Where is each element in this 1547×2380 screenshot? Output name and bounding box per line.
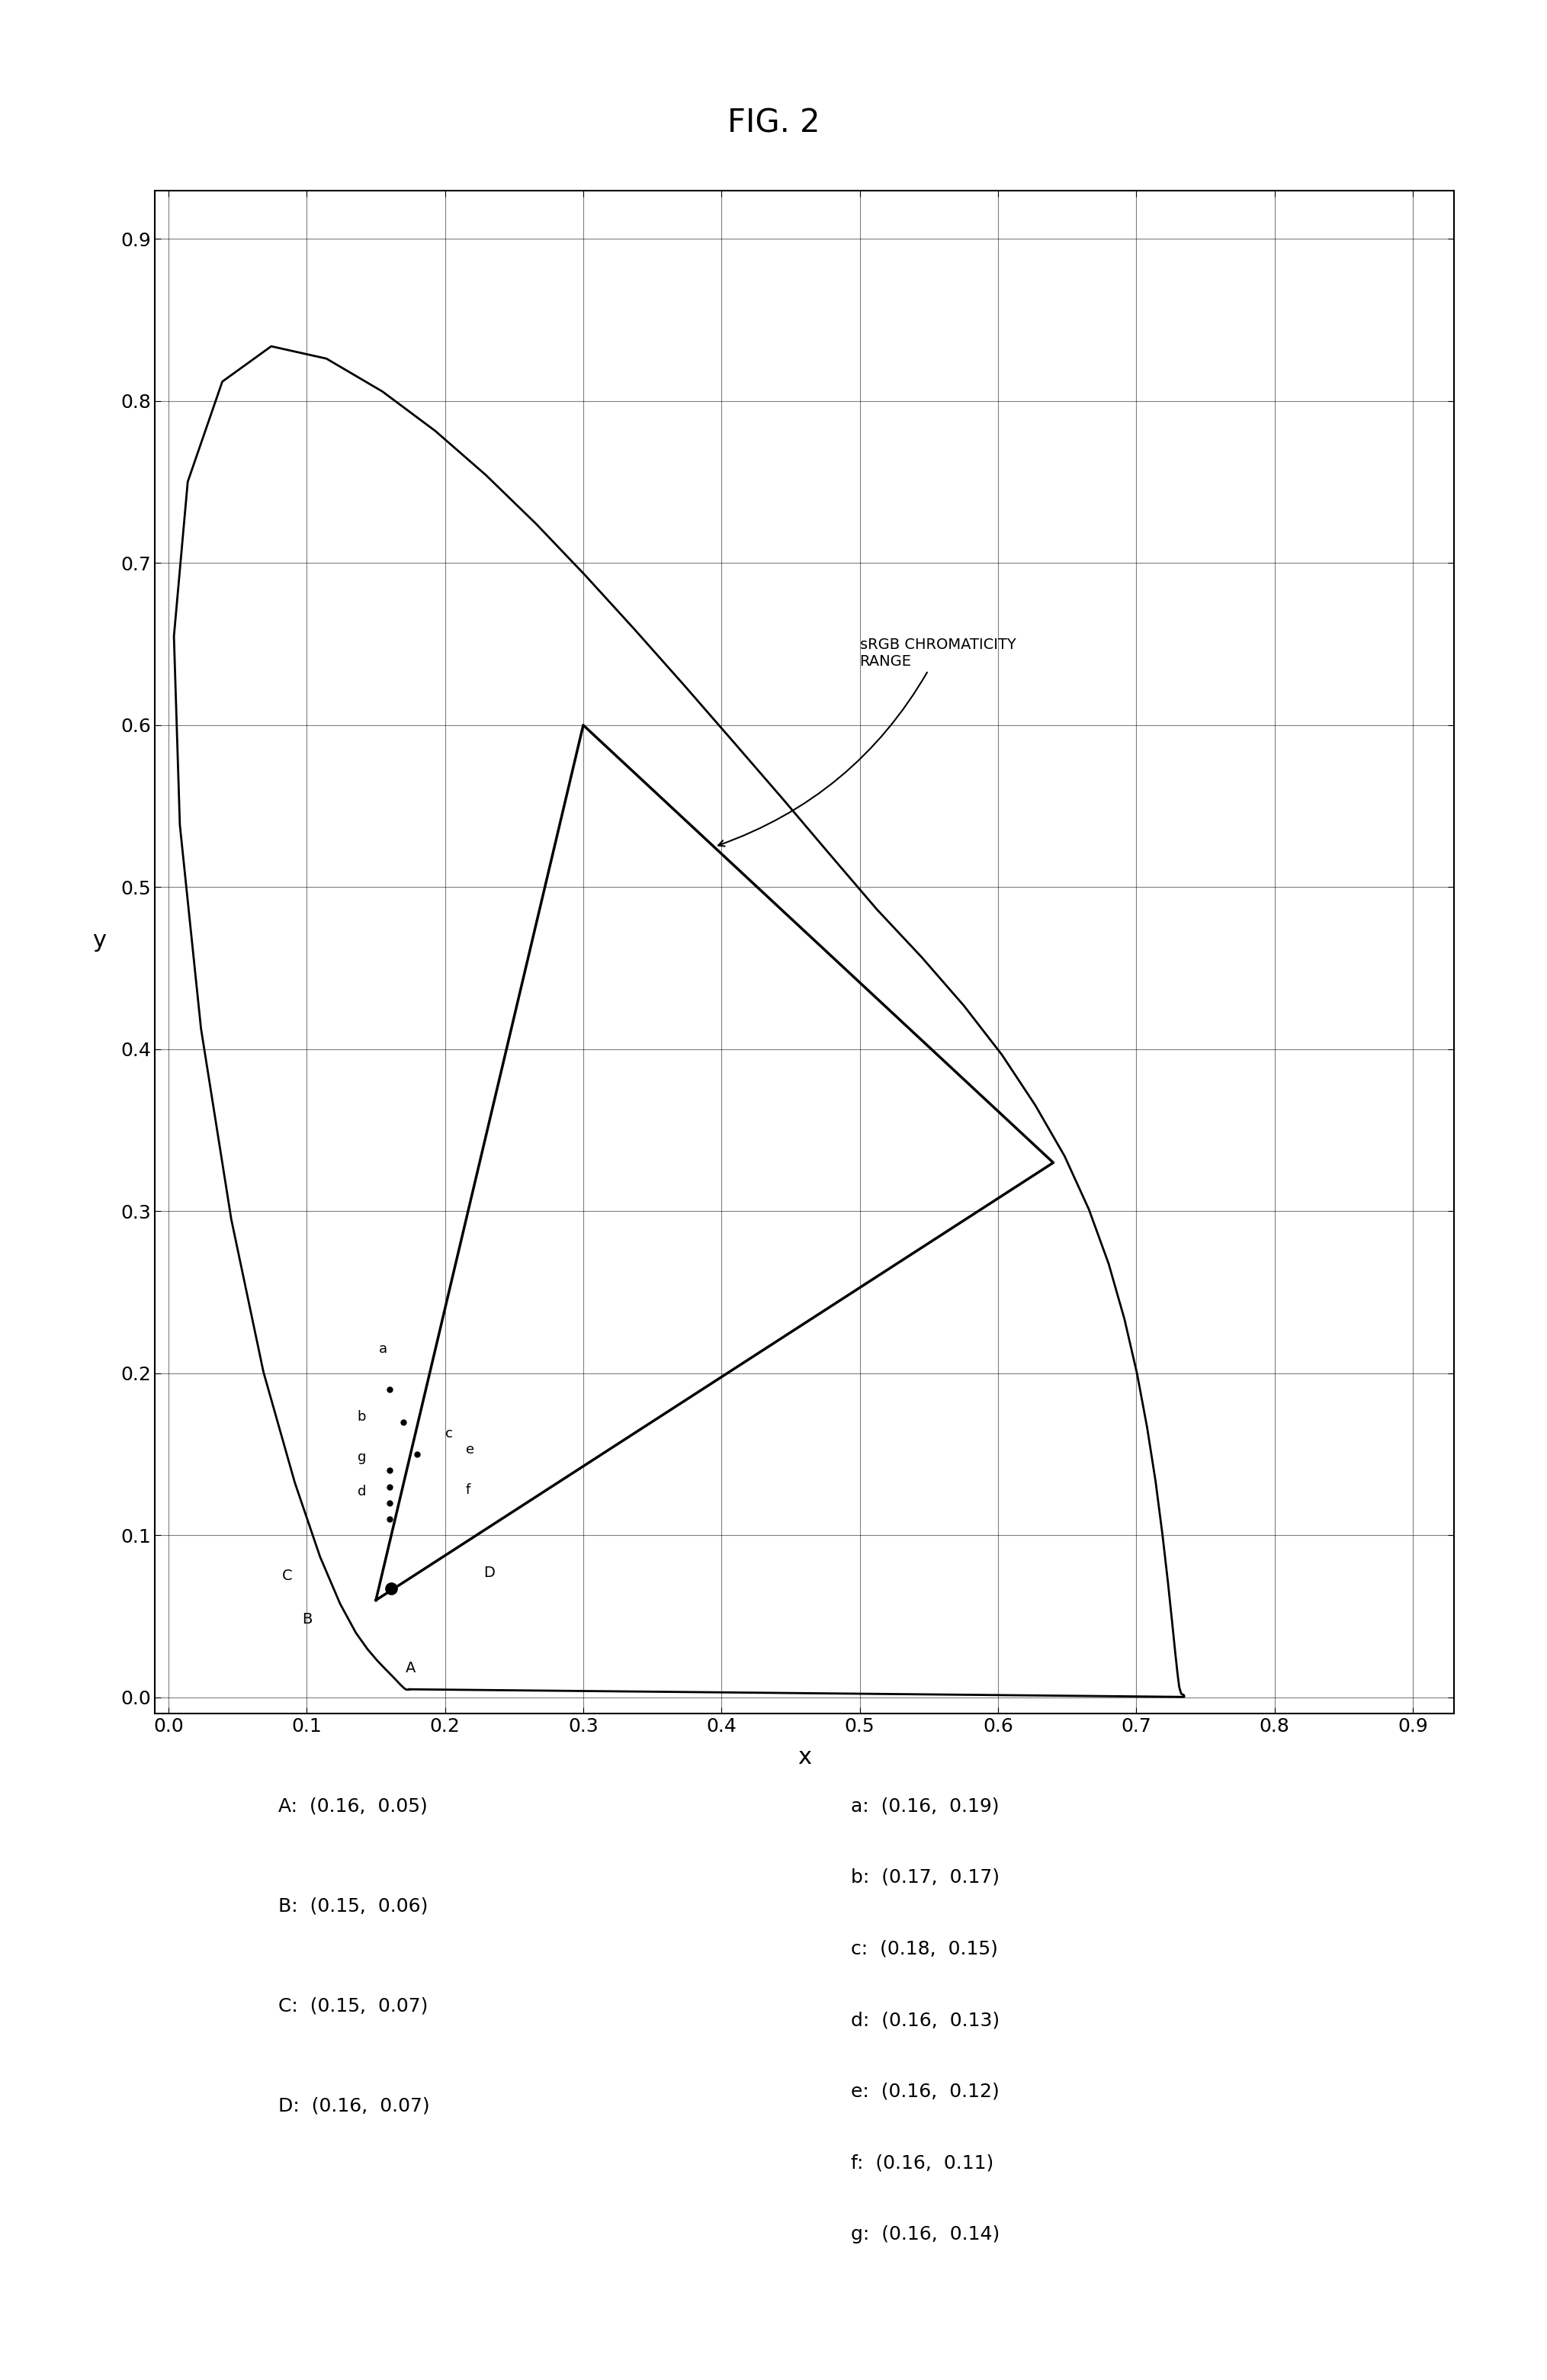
Text: B: B bbox=[302, 1611, 312, 1628]
Text: b: b bbox=[357, 1411, 367, 1423]
Text: A:  (0.16,  0.05): A: (0.16, 0.05) bbox=[278, 1797, 427, 1816]
Text: sRGB CHROMATICITY
RANGE: sRGB CHROMATICITY RANGE bbox=[718, 638, 1016, 847]
Text: B:  (0.15,  0.06): B: (0.15, 0.06) bbox=[278, 1897, 429, 1916]
Text: d:  (0.16,  0.13): d: (0.16, 0.13) bbox=[851, 2011, 999, 2030]
Text: FIG. 2: FIG. 2 bbox=[727, 107, 820, 138]
Text: c: c bbox=[446, 1426, 453, 1440]
Text: D: D bbox=[484, 1566, 495, 1580]
Text: g: g bbox=[357, 1452, 367, 1464]
Y-axis label: y: y bbox=[93, 931, 107, 952]
Text: C: C bbox=[282, 1568, 292, 1583]
Text: C:  (0.15,  0.07): C: (0.15, 0.07) bbox=[278, 1997, 429, 2016]
Text: g:  (0.16,  0.14): g: (0.16, 0.14) bbox=[851, 2225, 999, 2244]
Text: f: f bbox=[466, 1483, 470, 1497]
Text: b:  (0.17,  0.17): b: (0.17, 0.17) bbox=[851, 1868, 999, 1887]
X-axis label: x: x bbox=[798, 1747, 811, 1768]
Text: D:  (0.16,  0.07): D: (0.16, 0.07) bbox=[278, 2097, 430, 2116]
Text: a:  (0.16,  0.19): a: (0.16, 0.19) bbox=[851, 1797, 999, 1816]
Text: e: e bbox=[466, 1442, 475, 1457]
Text: e:  (0.16,  0.12): e: (0.16, 0.12) bbox=[851, 2082, 999, 2102]
Text: c:  (0.18,  0.15): c: (0.18, 0.15) bbox=[851, 1940, 998, 1959]
Text: a: a bbox=[379, 1342, 387, 1357]
Text: A: A bbox=[405, 1661, 416, 1676]
Text: d: d bbox=[357, 1485, 367, 1499]
Text: f:  (0.16,  0.11): f: (0.16, 0.11) bbox=[851, 2154, 993, 2173]
